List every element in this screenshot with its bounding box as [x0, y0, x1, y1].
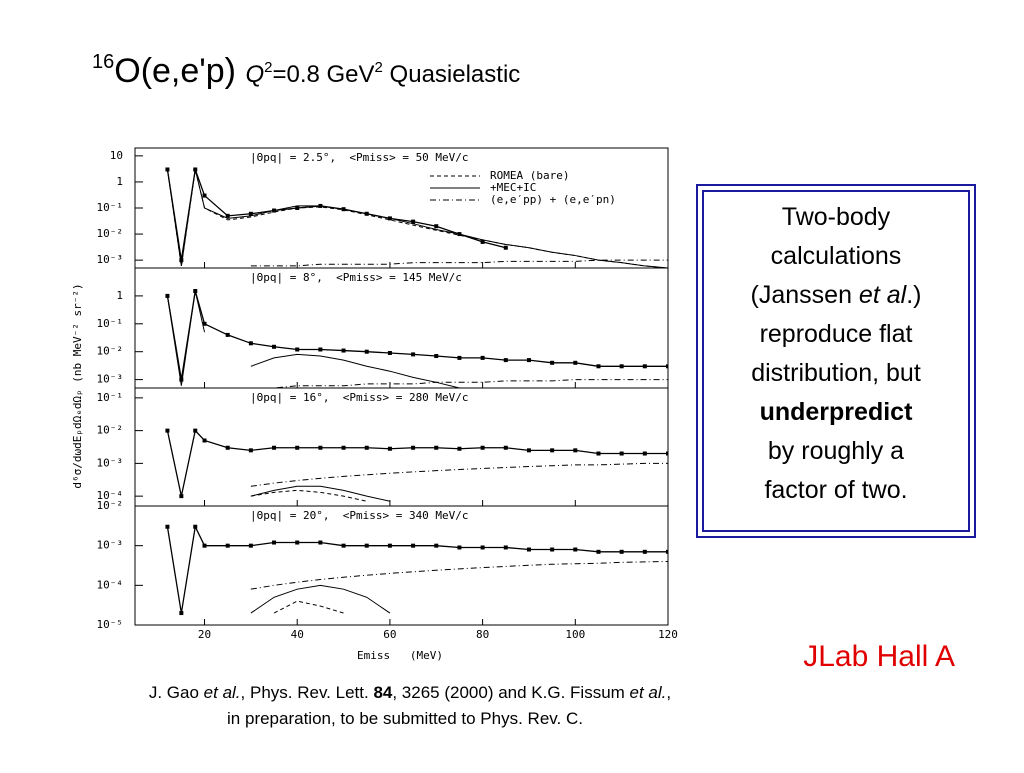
text: (Janssen — [751, 281, 859, 309]
title-text: Quasielastic — [383, 61, 520, 88]
title-text: =0.8 GeV — [272, 61, 374, 88]
callout-border — [702, 190, 970, 532]
y-tick-label: 10⁻¹ — [97, 317, 124, 330]
text: et al. — [630, 683, 667, 702]
curve — [166, 169, 668, 268]
legend-label: +MEC+IC — [490, 181, 536, 194]
callout: Two-body calculations (Janssen et al.) r… — [751, 203, 922, 504]
y-tick-label: 10⁻⁴ — [97, 578, 124, 591]
figure: d⁶σ/dωdEₚdΩₑdΩₚ (nb MeV⁻² sr⁻²) |Θpq| = 2… — [71, 147, 678, 662]
callout-line: calculations — [771, 242, 902, 270]
y-tick-label: 10⁻³ — [97, 373, 124, 386]
y-tick-label: 10⁻³ — [97, 456, 124, 469]
y-tick-label: 10⁻⁴ — [97, 489, 124, 502]
panel-title: |Θpq| = 16°, <Pmiss> = 280 MeV/c — [250, 391, 469, 404]
curve — [273, 600, 344, 614]
text: , 3265 (2000) and K.G. Fissum — [392, 683, 629, 702]
x-tick-label: 80 — [476, 628, 489, 641]
citation: in preparation, to be submitted to Phys.… — [227, 709, 583, 728]
y-tick-label: 10⁻³ — [97, 539, 124, 552]
y-tick-label: 10⁻³ — [97, 253, 124, 266]
x-tick-label: 120 — [658, 628, 678, 641]
text: , — [666, 683, 671, 702]
title-text: O(e,e'p) — [114, 52, 245, 90]
curve — [166, 290, 460, 388]
y-tick-label: 10⁻² — [97, 499, 124, 512]
superscript: 2 — [264, 59, 272, 76]
y-tick-label: 10⁻¹ — [97, 391, 124, 404]
plot-frame — [134, 387, 669, 507]
lab-label: JLab Hall A — [803, 640, 955, 673]
callout-line: factor of two. — [764, 476, 907, 504]
curve — [250, 485, 391, 502]
x-tick-label: 100 — [565, 628, 585, 641]
plot-frame — [134, 505, 669, 626]
x-tick-label: 20 — [198, 628, 211, 641]
y-tick-label: 10⁻² — [97, 345, 124, 358]
plot-area — [165, 288, 668, 388]
y-tick-label: 1 — [116, 175, 123, 188]
callout-line: distribution, but — [751, 359, 921, 387]
x-tick-label: 40 — [291, 628, 304, 641]
slide-title: 16O(e,e'p) Q2=0.8 GeV2 Quasielastic — [92, 51, 520, 90]
y-axis-label: d⁶σ/dωdEₚdΩₑdΩₚ (nb MeV⁻² sr⁻²) — [71, 283, 84, 488]
curve — [250, 462, 668, 487]
callout-line: underpredict — [760, 398, 913, 426]
callout-line: reproduce flat — [760, 320, 913, 348]
panel-title: |Θpq| = 8°, <Pmiss> = 145 MeV/c — [250, 271, 462, 284]
data-line — [166, 290, 668, 380]
text: et al. — [204, 683, 241, 702]
curve — [250, 379, 668, 388]
y-tick-label: 1 — [116, 289, 123, 302]
superscript: 2 — [375, 59, 383, 76]
curve — [250, 584, 391, 614]
curve — [250, 560, 668, 590]
callout-line: by roughly a — [768, 437, 904, 465]
title-text: Q — [245, 61, 264, 88]
plot-frame — [134, 267, 669, 389]
y-tick-label: 10⁻⁵ — [97, 618, 124, 631]
y-tick-label: 10⁻² — [97, 424, 124, 437]
curve — [250, 259, 668, 267]
plot-frame — [134, 147, 669, 269]
data-line — [166, 169, 506, 261]
text: 84 — [373, 683, 392, 702]
callout-line: (Janssen et al.) — [751, 281, 922, 309]
text: et al — [859, 281, 908, 309]
legend-label: (e,e′pp) + (e,e′pn) — [490, 193, 616, 206]
x-axis-label: Emiss (MeV) — [357, 649, 443, 662]
plot-area — [165, 428, 668, 502]
curve — [166, 169, 668, 268]
plot-area — [165, 524, 668, 616]
y-tick-label: 10⁻² — [97, 227, 124, 240]
callout-line: Two-body — [782, 203, 891, 231]
text: , Phys. Rev. Lett. — [241, 683, 374, 702]
legend-label: ROMEA (bare) — [490, 169, 569, 182]
data-line — [166, 524, 668, 614]
curve — [250, 489, 367, 502]
panel-title: |Θpq| = 20°, <Pmiss> = 340 MeV/c — [250, 509, 469, 522]
y-tick-label: 10⁻¹ — [97, 201, 124, 214]
callout-border — [696, 184, 976, 538]
x-tick-label: 60 — [383, 628, 396, 641]
panel-title: |Θpq| = 2.5°, <Pmiss> = 50 MeV/c — [250, 151, 469, 164]
data-line — [166, 429, 668, 497]
text: .) — [906, 281, 921, 309]
plot-area — [165, 167, 668, 268]
citation: J. Gao et al., Phys. Rev. Lett. 84, 3265… — [149, 683, 671, 702]
y-tick-label: 10 — [110, 149, 123, 162]
text: J. Gao — [149, 683, 204, 702]
superscript: 16 — [92, 51, 114, 73]
